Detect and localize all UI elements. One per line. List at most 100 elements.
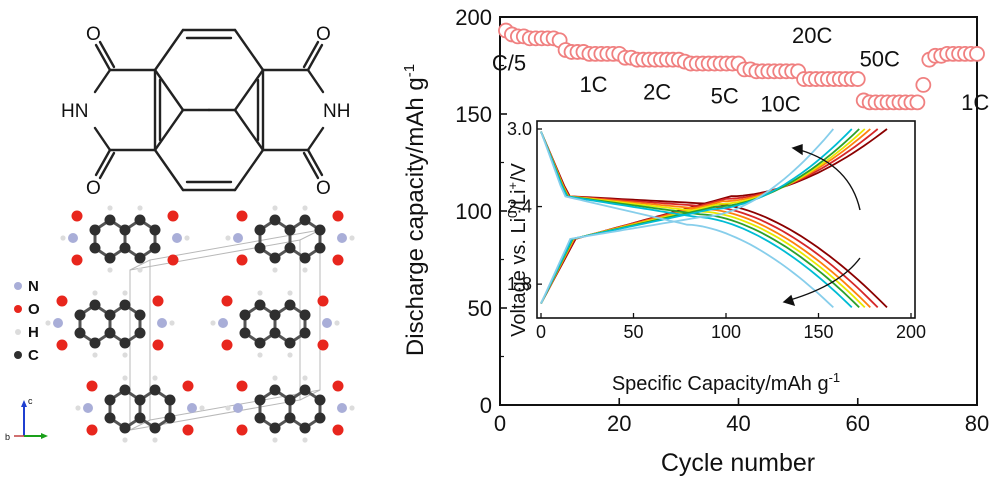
hydrogen-atom <box>272 375 278 381</box>
oxygen-atom <box>56 295 68 307</box>
capacity-chart: 0 20 40 60 80 0 50 100 150 200 C/5 1C 2C 5C 10C 20C 50C… <box>390 0 1000 481</box>
oxygen-label: O <box>86 178 101 199</box>
inset-y-tick-label: 3.0 <box>507 119 532 139</box>
carbon-atom <box>314 412 326 424</box>
carbon-atom <box>299 422 311 434</box>
oxygen-atom <box>86 424 98 436</box>
rate-labels: C/5 1C 2C 5C 10C 20C 50C 1C <box>492 23 989 116</box>
legend-dot-h <box>15 329 21 335</box>
y-tick-label: 200 <box>455 5 492 30</box>
nitrogen-atom <box>322 318 332 328</box>
oxygen-atom <box>167 210 179 222</box>
main-y-label-text: Discharge capacity/mAh g <box>402 77 429 356</box>
hydrogen-atom <box>272 267 278 273</box>
x-tick-label: 0 <box>494 411 506 436</box>
carbon-atom <box>149 422 161 434</box>
carbon-atom <box>269 422 281 434</box>
hydrogen-atom <box>287 352 293 358</box>
nh-label: HN <box>61 101 88 122</box>
legend-label-n: N <box>28 278 39 295</box>
oxygen-atom <box>182 380 194 392</box>
svg-text:Discharge capacity/mAh g-1: Discharge capacity/mAh g-1 <box>401 64 429 356</box>
hydrogen-atom <box>122 290 128 296</box>
oxygen-atom <box>236 424 248 436</box>
nitrogen-atom <box>233 233 243 243</box>
svg-text:Voltage vs. Li0/Li+/V: Voltage vs. Li0/Li+/V <box>505 162 530 336</box>
hydrogen-atom <box>75 405 81 411</box>
rate-label: C/5 <box>492 50 526 75</box>
carbon-atom <box>299 384 311 396</box>
oxygen-atom <box>236 380 248 392</box>
oxygen-atom <box>152 339 164 351</box>
inset-arrows <box>782 144 861 307</box>
hydrogen-atom <box>334 320 340 326</box>
carbon-atom <box>134 309 146 321</box>
oxygen-label: O <box>316 178 331 199</box>
nitrogen-atom <box>337 233 347 243</box>
legend-label-o: O <box>28 301 40 318</box>
carbon-atom <box>149 242 161 254</box>
carbon-atom <box>119 422 131 434</box>
carbon-atom <box>104 412 116 424</box>
hydrogen-atom <box>199 405 205 411</box>
carbon-atom <box>119 299 131 311</box>
carbon-atom <box>239 327 251 339</box>
carbon-atom <box>89 224 101 236</box>
oxygen-label: O <box>86 24 101 45</box>
inset-y-label-text: Voltage vs. Li <box>508 218 530 337</box>
oxygen-label: O <box>316 24 331 45</box>
hydrogen-atom <box>272 437 278 443</box>
carbon-atom <box>104 214 116 226</box>
discharge-curve <box>540 131 834 309</box>
hydrogen-atom <box>287 290 293 296</box>
unit-cell <box>129 229 321 431</box>
legend-label-c: C <box>28 347 39 364</box>
oxygen-atom <box>332 424 344 436</box>
hydrogen-atom <box>272 205 278 211</box>
oxygen-atom <box>332 254 344 266</box>
main-axis-ticks: 0 20 40 60 80 0 50 100 150 200 <box>455 5 989 436</box>
carbon-atom <box>164 394 176 406</box>
carbon-atom <box>269 214 281 226</box>
inset-x-axis-label: Specific Capacity/mAh g-1 <box>612 370 840 395</box>
carbon-atom <box>134 327 146 339</box>
inset-y-label-mid: /Li <box>508 190 530 211</box>
inset-x-tick-label: 200 <box>896 322 926 342</box>
inset-x-label-sup: -1 <box>829 370 841 385</box>
carbon-atom <box>74 327 86 339</box>
legend-dot-o <box>14 305 22 313</box>
oxygen-atom <box>152 295 164 307</box>
inset-y-label-sup1: 0 <box>505 211 520 218</box>
structure-svg: O O O O HN NH N O H C <box>5 24 355 443</box>
inset-y-label-sup2: + <box>505 182 520 190</box>
carbon-atom <box>284 224 296 236</box>
carbon-atom <box>299 252 311 264</box>
rate-label: 5C <box>711 84 739 109</box>
rate-label: 1C <box>579 72 607 97</box>
inset-axis-ticks: 0 50 100 150 200 1.8 2.4 3.0 <box>507 119 926 342</box>
rate-label: 2C <box>643 80 671 105</box>
nitrogen-atom <box>68 233 78 243</box>
carbon-atom <box>134 412 146 424</box>
crystal-molecule <box>210 290 340 358</box>
oxygen-atom <box>56 339 68 351</box>
inset-y-tick-label: 1.8 <box>507 274 532 294</box>
hydrogen-atom <box>349 405 355 411</box>
molecule-diagram <box>93 28 325 192</box>
x-tick-label: 60 <box>846 411 870 436</box>
carbon-atom <box>284 242 296 254</box>
carbon-atom <box>134 252 146 264</box>
hydrogen-atom <box>225 405 231 411</box>
carbon-atom <box>254 242 266 254</box>
main-data-points <box>498 22 985 111</box>
hydrogen-atom <box>302 437 308 443</box>
nitrogen-atom <box>187 403 197 413</box>
y-tick-label: 100 <box>455 199 492 224</box>
carbon-atom <box>119 224 131 236</box>
carbon-atom <box>299 309 311 321</box>
hydrogen-atom <box>137 267 143 273</box>
hydrogen-atom <box>122 352 128 358</box>
hydrogen-atom <box>302 267 308 273</box>
oxygen-atom <box>221 295 233 307</box>
